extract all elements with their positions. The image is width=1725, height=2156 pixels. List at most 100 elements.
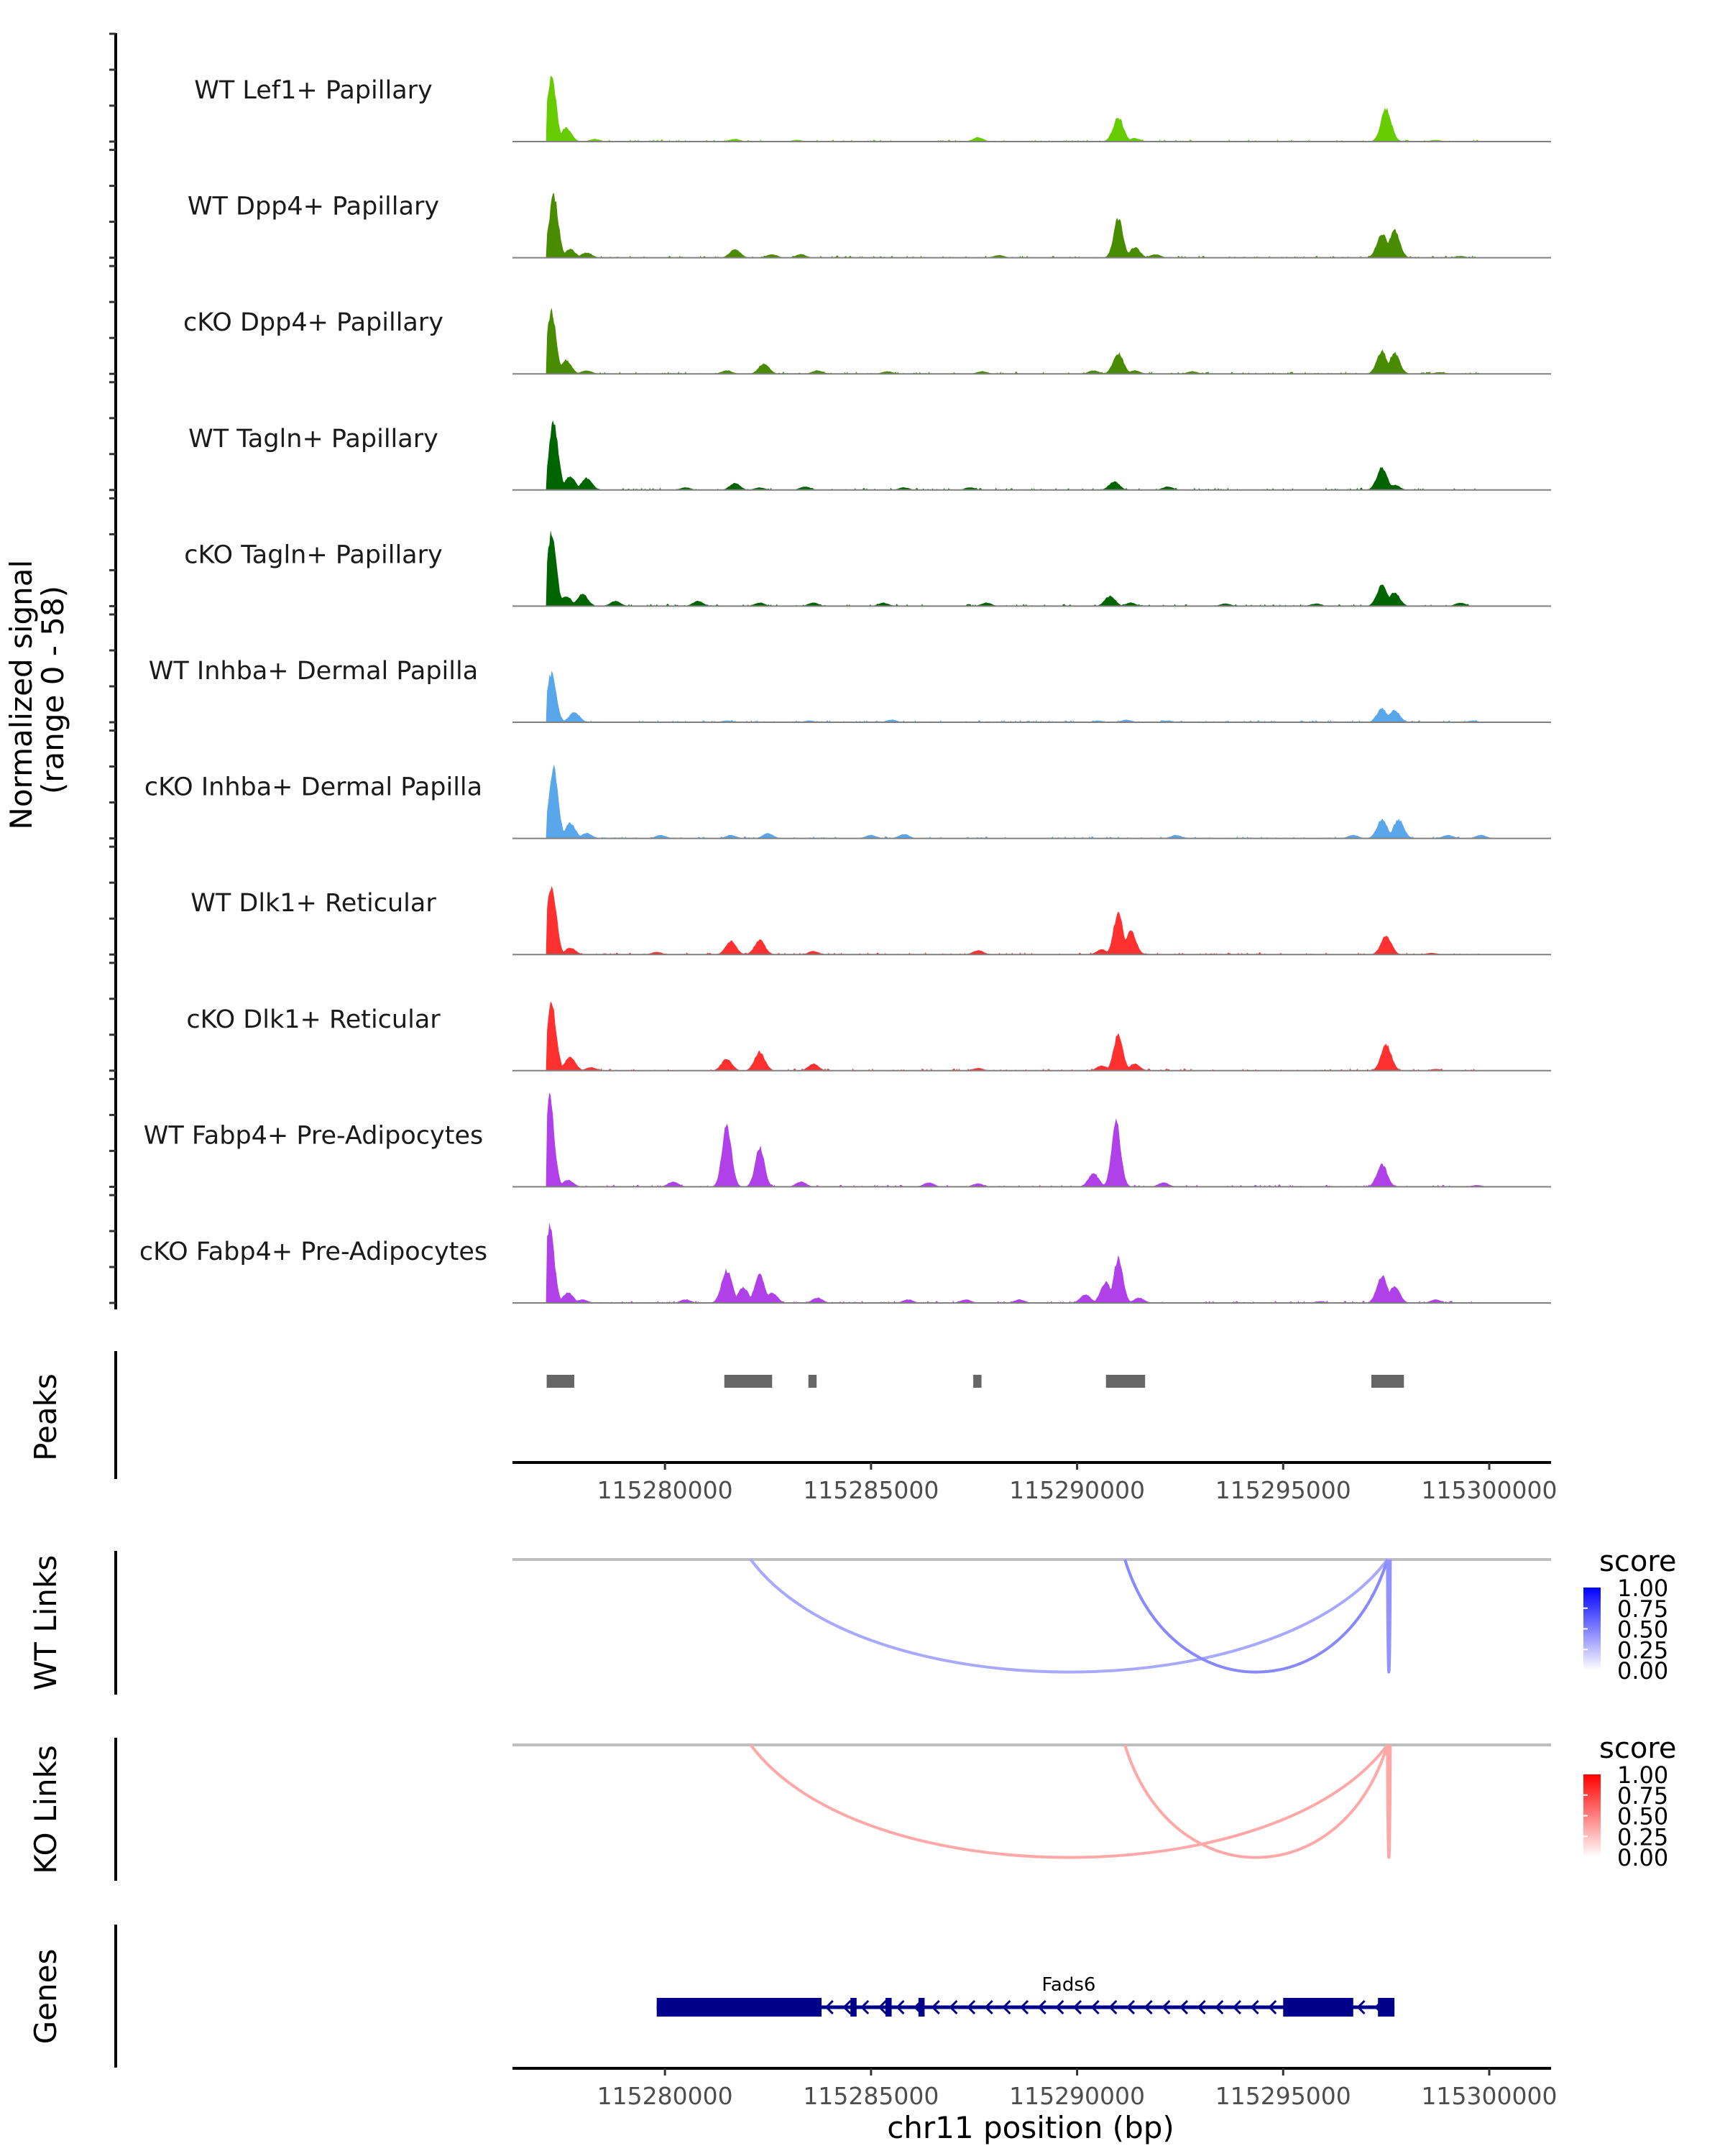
y-axis-title: Normalized signal (range 0 - 58): [4, 550, 70, 829]
x-tick-label: 115300000: [1422, 1476, 1558, 1504]
wt-links-track-label: WT Links: [28, 1555, 63, 1690]
strand-arrow: [984, 1999, 993, 2015]
peaks-track-label: Peaks: [28, 1373, 63, 1461]
coverage-tracks: WT Lef1+ Papillary WT Dpp4+ Papillary cKO …: [139, 75, 1551, 1304]
genes-track-label: Genes: [28, 1949, 63, 2045]
coverage-area: [512, 764, 1551, 839]
link-arc: [749, 1743, 1389, 1859]
link-arc: [1386, 1559, 1392, 1674]
strand-arrow: [1250, 1999, 1259, 2015]
coverage-track-label: WT Lef1+ Papillary: [194, 76, 433, 105]
coverage-area: [512, 75, 1551, 142]
x-tick-label: 115285000: [803, 1476, 939, 1504]
x-tick-label: 115280000: [597, 1476, 733, 1504]
legend-tick-label: 1.00: [1617, 1575, 1668, 1602]
gene-exon: [850, 1998, 857, 2017]
legend-title: score: [1599, 1732, 1676, 1765]
strand-arrow: [1356, 1999, 1366, 2015]
link-arc: [749, 1558, 1389, 1674]
y-axis-title-line-1: Normalized signal: [4, 560, 39, 830]
legend-tick-label: 0.50: [1617, 1803, 1668, 1830]
coverage-track: cKO Inhba+ Dermal Papilla: [144, 764, 1551, 839]
strand-arrow: [1126, 1999, 1136, 2015]
coverage-track: cKO Fabp4+ Pre-Adipocytes: [139, 1222, 1551, 1304]
legend-tick-label: 0.25: [1617, 1823, 1668, 1851]
gene-label: Fads6: [1041, 1974, 1095, 1996]
coverage-track-label: WT Fabp4+ Pre-Adipocytes: [144, 1121, 483, 1150]
x-tick-label: 115285000: [803, 2082, 939, 2110]
strand-arrow: [896, 1999, 905, 2015]
x-tick-label: 115290000: [1009, 2082, 1145, 2110]
gene-exon: [1283, 1998, 1353, 2017]
strand-arrow: [824, 1999, 834, 2015]
strand-arrow: [1002, 1999, 1011, 2015]
peak-region: [1371, 1375, 1404, 1388]
strand-arrow: [1232, 1999, 1241, 2015]
coverage-track-label: cKO Fabp4+ Pre-Adipocytes: [139, 1238, 487, 1266]
strand-arrow: [1055, 1999, 1064, 2015]
legend-tick-label: 1.00: [1617, 1761, 1668, 1789]
coverage-track-label: WT Tagln+ Papillary: [188, 425, 438, 453]
strand-arrow: [1019, 1999, 1029, 2015]
x-tick-label: 115290000: [1009, 1476, 1145, 1504]
strand-arrow: [860, 1999, 870, 2015]
strand-arrow: [878, 1999, 887, 2015]
x-axis-top: 115280000 115285000 115290000 115295000 1153…: [512, 1461, 1558, 1504]
gene-exon: [918, 1998, 925, 2017]
coverage-area: [512, 308, 1551, 374]
legend-tick-label: 0.25: [1617, 1636, 1668, 1664]
legend-tick-label: 0.75: [1617, 1595, 1668, 1623]
wt-links-track: [512, 1558, 1551, 1674]
coverage-track: WT Fabp4+ Pre-Adipocytes: [144, 1092, 1551, 1188]
ko-links-track: [512, 1743, 1551, 1859]
coverage-track: WT Lef1+ Papillary: [194, 75, 1551, 142]
legend-title: score: [1599, 1545, 1676, 1578]
x-tick-label: 115300000: [1422, 2082, 1558, 2110]
coverage-area: [512, 420, 1551, 490]
coverage-area: [512, 1092, 1551, 1187]
peaks-track: [546, 1375, 1404, 1388]
strand-arrow: [1144, 1999, 1153, 2015]
legend-tick-label: 0.50: [1617, 1616, 1668, 1644]
ko-links-track-label: KO Links: [28, 1745, 63, 1874]
x-tick-label: 115295000: [1215, 1476, 1351, 1504]
coverage-track-label: cKO Dpp4+ Papillary: [183, 308, 443, 337]
y-axis-title-line-2: (range 0 - 58): [35, 586, 70, 794]
coverage-area: [512, 193, 1551, 258]
strand-arrow: [1162, 1999, 1171, 2015]
x-axis-title: chr11 position (bp): [887, 2110, 1174, 2145]
strand-arrow: [1179, 1999, 1189, 2015]
coverage-track-label: cKO Dlk1+ Reticular: [186, 1005, 441, 1034]
link-arc: [1386, 1744, 1392, 1859]
strand-arrow: [931, 1999, 940, 2015]
legend-tick-label: 0.75: [1617, 1782, 1668, 1810]
coverage-track: WT Tagln+ Papillary: [188, 420, 1551, 491]
coverage-track-label: WT Dpp4+ Papillary: [188, 193, 439, 221]
peak-region: [808, 1375, 817, 1388]
coverage-area: [512, 1001, 1551, 1071]
coverage-track: WT Inhba+ Dermal Papilla: [149, 657, 1551, 723]
x-axis-bottom: 115280000 115285000 115290000 115295000 1153…: [512, 2067, 1558, 2110]
coverage-area: [512, 671, 1551, 722]
genes-track: Fads6: [656, 1974, 1395, 2017]
coverage-track: cKO Tagln+ Papillary: [184, 530, 1551, 607]
coverage-track: cKO Dlk1+ Reticular: [186, 1001, 1551, 1072]
strand-arrow: [1037, 1999, 1046, 2015]
peak-region: [973, 1375, 982, 1388]
strand-arrow: [1090, 1999, 1100, 2015]
link-arc: [1123, 1559, 1389, 1674]
strand-arrow: [949, 1999, 958, 2015]
coverage-track-label: cKO Inhba+ Dermal Papilla: [144, 773, 482, 802]
peak-region: [1105, 1375, 1146, 1388]
x-tick-label: 115280000: [597, 2082, 733, 2110]
strand-arrow: [1268, 1999, 1277, 2015]
coverage-area: [512, 530, 1551, 607]
coverage-track: WT Dpp4+ Papillary: [188, 193, 1551, 259]
strand-arrow: [842, 1999, 852, 2015]
strand-arrow: [966, 1999, 976, 2015]
strand-arrow: [1072, 1999, 1082, 2015]
legend-tick-label: 0.00: [1617, 1657, 1668, 1685]
coverage-track-label: WT Inhba+ Dermal Papilla: [149, 657, 478, 686]
